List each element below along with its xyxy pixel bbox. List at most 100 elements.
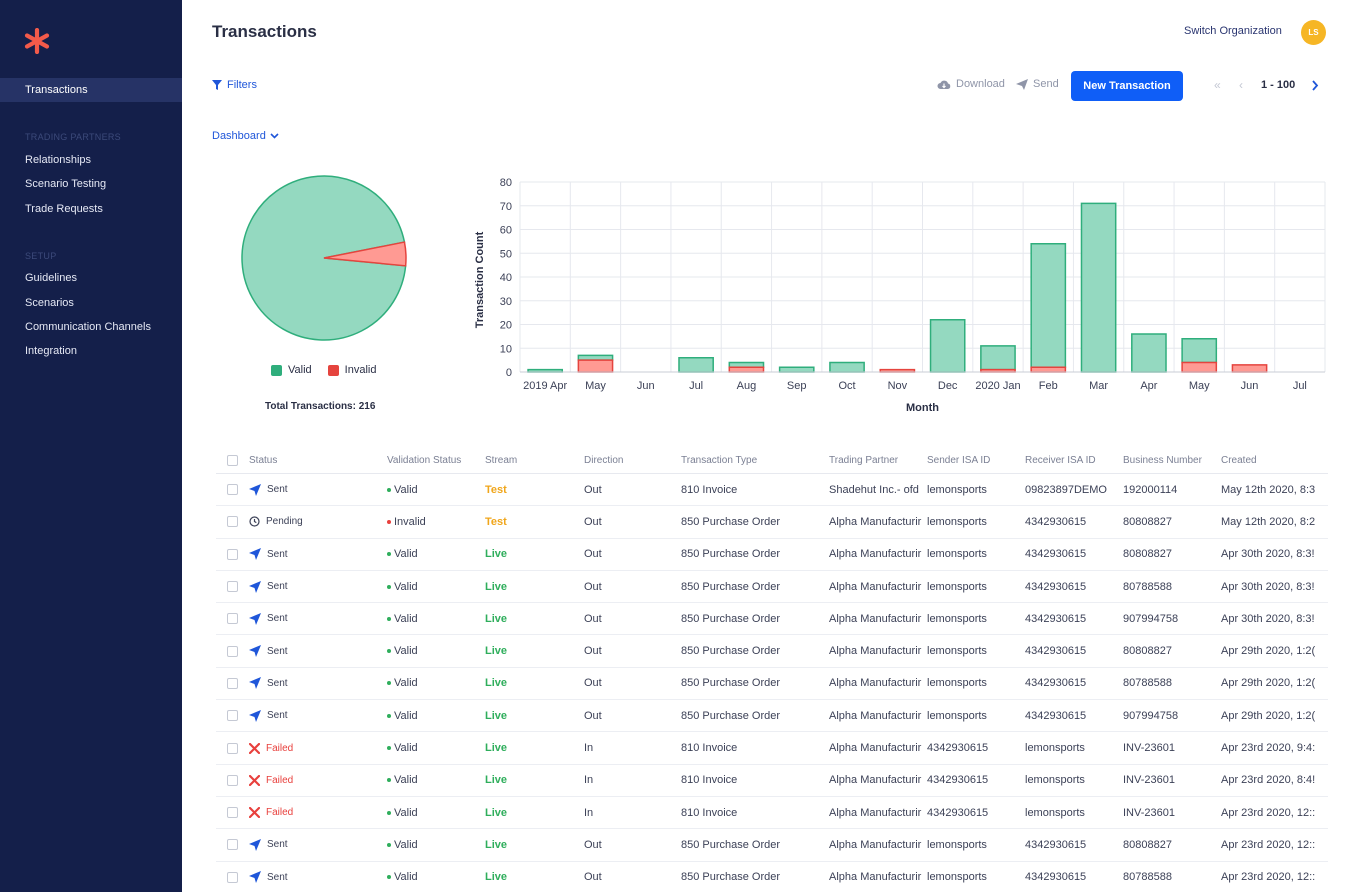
status-text: Failed	[266, 742, 294, 754]
bar-valid[interactable]	[1080, 202, 1117, 373]
row-checkbox[interactable]	[227, 548, 238, 560]
select-all-checkbox-cell[interactable]	[227, 447, 241, 473]
row-checkbox-cell[interactable]	[227, 862, 241, 892]
row-checkbox[interactable]	[227, 677, 238, 689]
row-checkbox-cell[interactable]	[227, 506, 241, 537]
column-header-business[interactable]: Business Number	[1123, 454, 1202, 466]
sidebar-item-relationships[interactable]: Relationships	[25, 154, 92, 166]
cell-business: INV-23601	[1123, 806, 1175, 819]
column-header-sender[interactable]: Sender ISA ID	[927, 454, 991, 466]
row-checkbox-cell[interactable]	[227, 765, 241, 796]
row-checkbox-cell[interactable]	[227, 603, 241, 634]
cell-direction: Out	[584, 645, 602, 658]
column-header-receiver[interactable]: Receiver ISA ID	[1025, 454, 1096, 466]
status-text: Sent	[267, 548, 288, 560]
row-checkbox-cell[interactable]	[227, 700, 241, 731]
row-checkbox[interactable]	[227, 613, 238, 625]
cell-created: Apr 23rd 2020, 12::	[1221, 838, 1316, 851]
row-checkbox[interactable]	[227, 710, 238, 722]
avatar[interactable]: LS	[1301, 20, 1326, 45]
row-checkbox[interactable]	[227, 839, 238, 851]
table-row[interactable]: Sent Valid Live Out 850 Purchase Order Alpha …	[216, 635, 1328, 668]
table-row[interactable]: Sent Valid Live Out 850 Purchase Order Alpha …	[216, 571, 1328, 604]
pie-slice-invalid[interactable]	[323, 241, 407, 267]
bar-valid[interactable]	[980, 345, 1016, 371]
validation-dot	[387, 810, 391, 815]
table-row[interactable]: Pending Invalid Test Out 850 Purchase Order A…	[216, 506, 1328, 539]
bar-invalid[interactable]	[1181, 361, 1218, 373]
select-all-checkbox[interactable]	[227, 454, 238, 466]
row-checkbox[interactable]	[227, 807, 238, 819]
table-row[interactable]: Failed Valid Live In 810 Invoice Alpha Manufa…	[216, 765, 1328, 797]
cell-stream: Live	[485, 742, 508, 755]
row-checkbox[interactable]	[227, 581, 238, 593]
bar-invalid[interactable]	[1231, 364, 1268, 373]
send-button[interactable]: Send	[1016, 78, 1059, 90]
cell-status: Failed	[249, 797, 379, 828]
bar-valid[interactable]	[1181, 338, 1218, 364]
legend-item-valid[interactable]: Valid	[271, 364, 312, 376]
row-checkbox[interactable]	[227, 774, 238, 786]
sidebar-item-scenarios[interactable]: Scenarios	[25, 297, 74, 309]
table-row[interactable]: Failed Valid Live In 810 Invoice Alpha Manufa…	[216, 732, 1328, 765]
sidebar-item-integration[interactable]: Integration	[25, 345, 77, 357]
cell-sender: lemonsports	[927, 515, 987, 528]
cell-receiver: 4342930615	[1025, 515, 1087, 528]
row-checkbox[interactable]	[227, 516, 238, 528]
row-checkbox-cell[interactable]	[227, 732, 241, 763]
row-checkbox[interactable]	[227, 871, 238, 883]
bar-valid[interactable]	[1131, 333, 1167, 373]
bar-valid[interactable]	[829, 361, 865, 373]
x-tick-label: Aug	[737, 380, 757, 392]
download-button[interactable]: Download	[937, 78, 1005, 90]
sidebar-item-guidelines[interactable]: Guidelines	[25, 272, 77, 284]
bar-invalid[interactable]	[1030, 366, 1067, 373]
column-header-validation[interactable]: Validation Status	[387, 454, 462, 466]
row-checkbox-cell[interactable]	[227, 635, 241, 666]
table-row[interactable]: Sent Valid Live Out 850 Purchase Order Alpha …	[216, 700, 1328, 733]
sidebar-item-transactions[interactable]: Transactions	[0, 78, 182, 102]
bar-valid[interactable]	[929, 319, 966, 373]
row-checkbox-cell[interactable]	[227, 668, 241, 699]
bar-invalid[interactable]	[577, 359, 614, 373]
next-page-icon[interactable]	[1311, 80, 1319, 91]
pie-slice-valid[interactable]	[241, 175, 407, 341]
row-checkbox[interactable]	[227, 484, 238, 496]
bar-valid[interactable]	[678, 357, 714, 373]
row-checkbox[interactable]	[227, 645, 238, 657]
new-transaction-button[interactable]: New Transaction	[1071, 71, 1183, 101]
table-row[interactable]: Sent Valid Live Out 850 Purchase Order Alpha …	[216, 603, 1328, 636]
bar-valid[interactable]	[1030, 243, 1067, 368]
sidebar-item-scenario-testing[interactable]: Scenario Testing	[25, 178, 107, 190]
column-header-direction[interactable]: Direction	[584, 454, 624, 466]
asterisk-logo-icon[interactable]	[24, 28, 50, 54]
filters-button[interactable]: Filters	[212, 79, 257, 91]
row-checkbox-cell[interactable]	[227, 571, 241, 602]
table-row[interactable]: Sent Valid Live Out 850 Purchase Order Alpha …	[216, 829, 1328, 862]
table-row[interactable]: Sent Valid Live Out 850 Purchase Order Alpha …	[216, 668, 1328, 701]
column-header-stream[interactable]: Stream	[485, 454, 518, 466]
column-header-status[interactable]: Status	[249, 454, 278, 466]
table-row[interactable]: Failed Valid Live In 810 Invoice Alpha Manufa…	[216, 797, 1328, 830]
row-checkbox-cell[interactable]	[227, 539, 241, 570]
switch-organization-link[interactable]: Switch Organization	[1184, 25, 1282, 37]
column-header-partner[interactable]: Trading Partner	[829, 454, 899, 466]
send-icon	[249, 580, 261, 593]
previous-page-icon[interactable]: ‹	[1239, 78, 1243, 92]
sidebar-item-communication-channels[interactable]: Communication Channels	[25, 321, 151, 333]
row-checkbox-cell[interactable]	[227, 797, 241, 828]
table-row[interactable]: Sent Valid Live Out 850 Purchase Order Alpha …	[216, 862, 1328, 892]
first-page-icon[interactable]: «	[1214, 78, 1221, 92]
row-checkbox-cell[interactable]	[227, 829, 241, 860]
column-header-type[interactable]: Transaction Type	[681, 454, 758, 466]
table-row[interactable]: Sent Valid Test Out 810 Invoice Shadehut Inc.…	[216, 474, 1328, 507]
row-checkbox-cell[interactable]	[227, 474, 241, 505]
column-header-created[interactable]: Created	[1221, 454, 1257, 466]
bar-invalid[interactable]	[728, 366, 765, 373]
dashboard-dropdown[interactable]: Dashboard	[212, 130, 279, 142]
legend-item-invalid[interactable]: Invalid	[327, 364, 376, 376]
row-checkbox[interactable]	[227, 742, 238, 754]
bar-valid[interactable]	[778, 366, 815, 373]
sidebar-item-trade-requests[interactable]: Trade Requests	[25, 203, 103, 215]
table-row[interactable]: Sent Valid Live Out 850 Purchase Order Alpha …	[216, 539, 1328, 571]
